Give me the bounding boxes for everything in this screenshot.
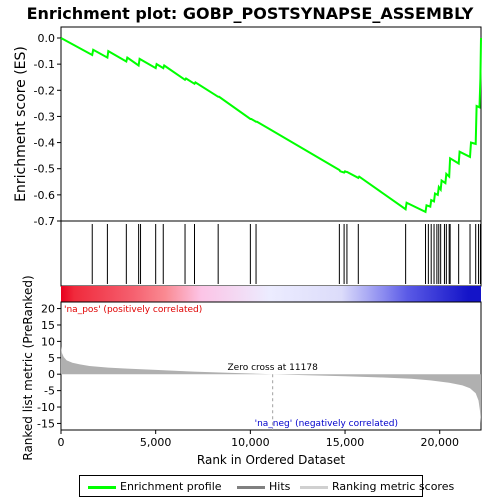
es-y-tick-label: 0.0 (38, 32, 56, 45)
es-y-ticks: 0.0 -0.1 -0.2 -0.3 -0.4 -0.5 -0.6 -0.7 (34, 32, 61, 228)
x-tick-label: 5,000 (140, 436, 172, 449)
x-ticks: 0 5,000 10,000 15,000 20,000 (58, 430, 459, 449)
ranking-y-ticks: 20 15 10 5 0 -5 -10 -15 (37, 303, 61, 430)
es-y-axis-label: Enrichment score (ES) (13, 46, 29, 202)
legend-item-hits: Hits (237, 480, 290, 493)
ranking-y-tick-label: 0 (48, 368, 55, 381)
legend: Enrichment profile Hits Ranking metric s… (79, 475, 454, 497)
legend-label-hits: Hits (269, 480, 291, 493)
ranking-y-tick-label: 15 (41, 319, 55, 332)
legend-item-enrichment-profile: Enrichment profile (88, 480, 222, 493)
x-tick-label: 0 (58, 436, 65, 449)
legend-label-enrichment-profile: Enrichment profile (120, 480, 222, 493)
es-y-tick-label: -0.6 (34, 189, 55, 202)
hit-lines (91, 224, 481, 284)
enrichment-profile-line (60, 37, 482, 214)
ranking-y-tick-label: 5 (48, 352, 55, 365)
ranking-y-tick-label: -10 (37, 401, 55, 414)
es-panel: 0.0 -0.1 -0.2 -0.3 -0.4 -0.5 -0.6 -0.7 Enrichme… (13, 26, 482, 228)
zero-cross-annotation: Zero cross at 11178 (228, 363, 319, 373)
es-y-tick-label: -0.4 (34, 137, 55, 150)
ranking-y-tick-label: -5 (44, 385, 55, 398)
ranking-color-bar (61, 286, 481, 303)
es-y-tick-label: -0.2 (34, 84, 55, 97)
x-tick-label: 15,000 (326, 436, 365, 449)
chart-title: Enrichment plot: GOBP_POSTSYNAPSE_ASSEMB… (27, 4, 474, 23)
es-y-tick-label: -0.5 (34, 163, 55, 176)
x-axis-label: Rank in Ordered Dataset (197, 453, 345, 467)
legend-label-ranking-metric-scores: Ranking metric scores (332, 480, 455, 493)
x-tick-label: 20,000 (420, 436, 459, 449)
legend-item-ranking-metric-scores: Ranking metric scores (300, 480, 454, 493)
es-plot-frame (60, 26, 482, 222)
x-axis: 0 5,000 10,000 15,000 20,000 Rank in Ordered… (58, 430, 459, 467)
neg-correlated-label: 'na_neg' (negatively correlated) (255, 419, 398, 429)
ranking-y-axis-label: Ranked list metric (PreRanked) (21, 275, 35, 460)
ranking-frame (60, 301, 482, 431)
x-tick-label: 10,000 (231, 436, 270, 449)
legend-swatch-hits (237, 485, 265, 489)
color-bar-gradient (61, 286, 481, 302)
ranking-panel: 20 15 10 5 0 -5 -10 -15 'na_pos' (positively co… (21, 275, 482, 461)
hits-panel (60, 220, 482, 287)
es-y-tick-label: -0.7 (34, 215, 55, 228)
ranking-y-tick-label: 10 (41, 335, 55, 348)
ranking-y-tick-label: 20 (41, 303, 55, 316)
es-y-tick-label: -0.1 (34, 58, 55, 71)
hits-frame (60, 220, 482, 287)
ranking-y-tick-label: -15 (37, 417, 55, 430)
pos-correlated-label: 'na_pos' (positively correlated) (64, 305, 202, 315)
legend-swatch-ranking-metric-scores (300, 485, 328, 489)
legend-swatch-enrichment-profile (88, 485, 116, 489)
es-y-tick-label: -0.3 (34, 110, 55, 123)
